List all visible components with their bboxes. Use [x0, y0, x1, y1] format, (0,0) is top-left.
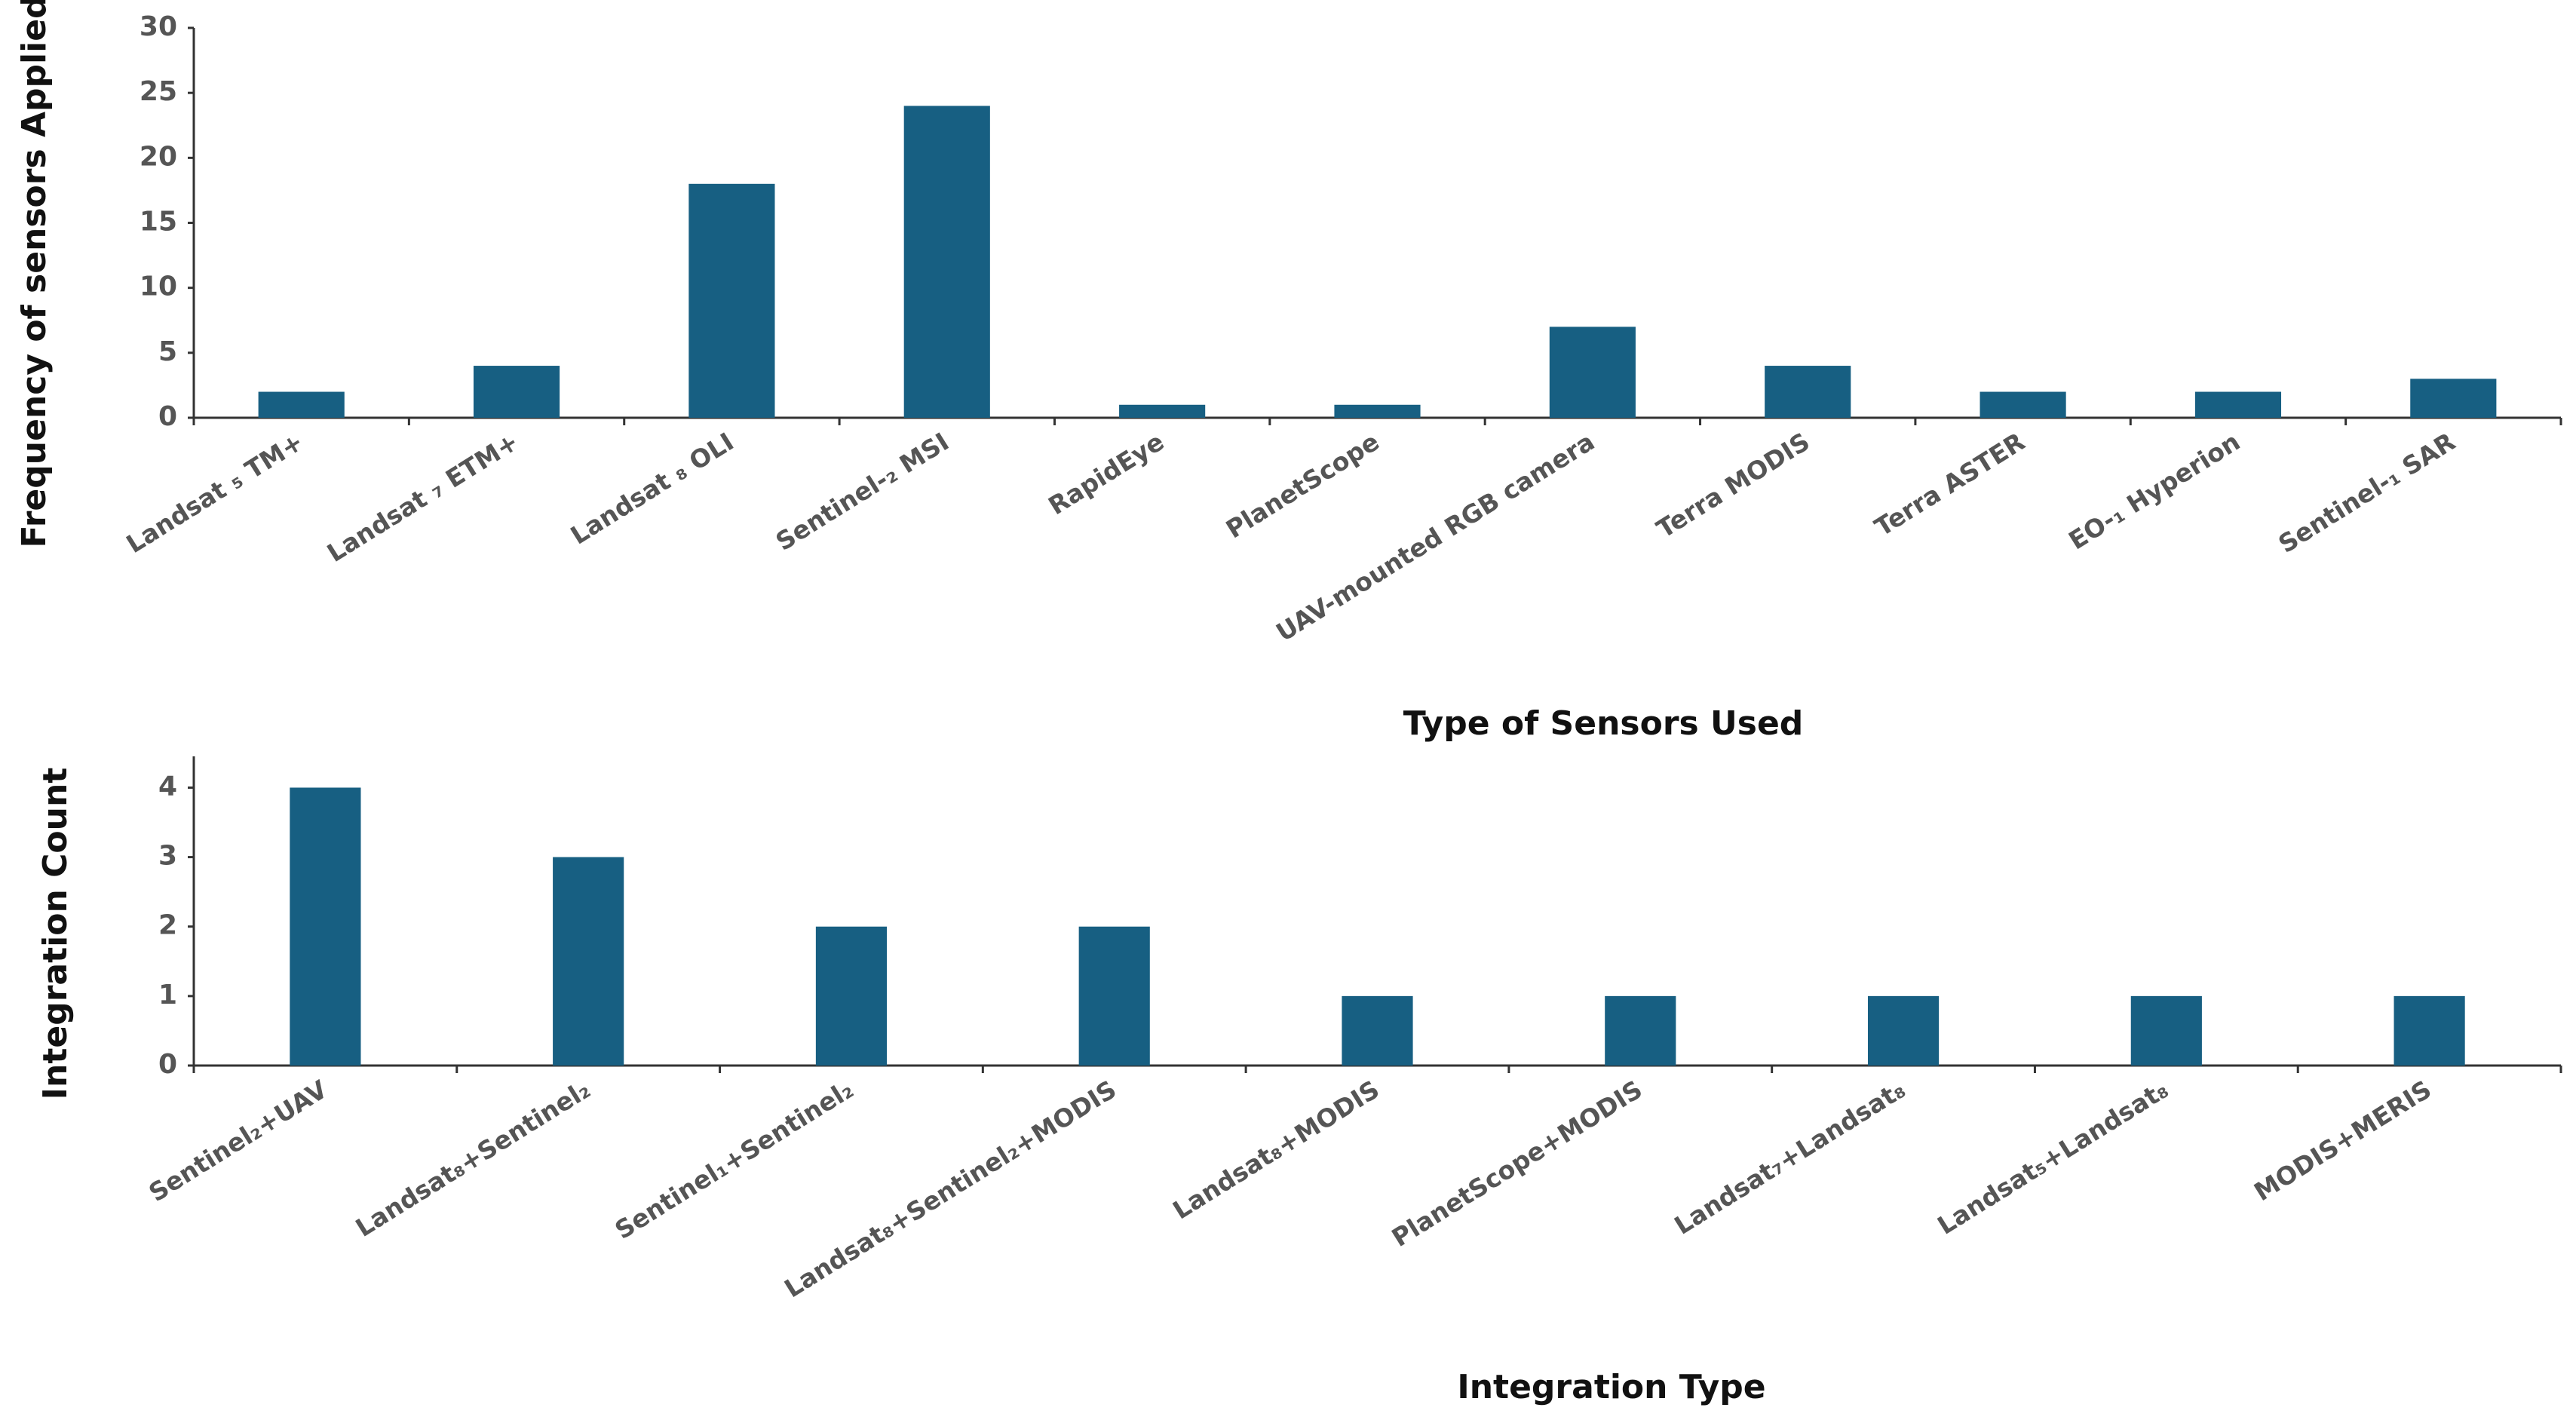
bar — [1342, 995, 1413, 1066]
y-tick-label: 25 — [140, 76, 177, 107]
x-tick-label: Landsat₅+Landsat₈ — [1932, 1075, 2173, 1240]
bar — [815, 926, 888, 1066]
y-tick-label: 1 — [158, 980, 177, 1010]
bar — [1765, 366, 1851, 418]
y-tick-label: 20 — [140, 141, 177, 172]
y-tick-label: 0 — [158, 1049, 177, 1080]
y-tick-label: 15 — [140, 207, 177, 238]
bar — [258, 391, 345, 418]
bar — [1078, 926, 1150, 1066]
x-tick-label: Landsat₇+Landsat₈ — [1670, 1075, 1911, 1240]
y-tick-label: 3 — [158, 841, 177, 872]
bar — [2394, 995, 2465, 1066]
bar — [1119, 404, 1206, 418]
x-tick-label: Landsat ₈ OLI — [566, 427, 739, 550]
y-tick-label: 4 — [158, 771, 177, 802]
x-tick-label: MODIS+MERIS — [2249, 1075, 2436, 1207]
x-tick-label: Landsat ₇ ETM+ — [322, 427, 524, 568]
y-axis-title: Frequency of sensors Applied — [15, 0, 54, 548]
bar — [473, 366, 560, 418]
x-tick-label: Sentinel-₁ SAR — [2273, 427, 2460, 559]
bar — [2410, 379, 2497, 418]
bar — [1605, 995, 1676, 1066]
bar — [688, 183, 775, 419]
bar — [290, 787, 361, 1066]
x-tick-label: Sentinel-₂ MSI — [771, 427, 954, 557]
y-tick-label: 30 — [140, 11, 177, 42]
y-tick-label: 5 — [158, 336, 177, 367]
x-tick-label: RapidEye — [1043, 427, 1169, 521]
x-axis-title: Type of Sensors Used — [1403, 704, 1804, 743]
bar — [1549, 327, 1636, 418]
x-tick-label: Terra ASTER — [1869, 427, 2030, 542]
bar — [1334, 404, 1421, 418]
x-tick-label: Sentinel₂+UAV — [143, 1075, 333, 1208]
x-tick-label: Terra MODIS — [1651, 427, 1815, 544]
x-tick-label: Landsat₈+Sentinel₂ — [351, 1075, 596, 1243]
bar — [2130, 995, 2202, 1066]
x-axis-title: Integration Type — [1457, 1368, 1765, 1406]
x-tick-label: EO-₁ Hyperion — [2063, 427, 2245, 556]
bar — [903, 106, 990, 418]
x-tick-label: Sentinel₁+Sentinel₂ — [610, 1075, 859, 1245]
y-tick-label: 10 — [140, 271, 177, 302]
x-tick-label: PlanetScope — [1221, 427, 1385, 544]
x-tick-label: Landsat₈+MODIS — [1167, 1075, 1384, 1225]
bar — [1980, 391, 2066, 418]
x-tick-label: Landsat ₅ TM+ — [121, 427, 308, 559]
y-tick-label: 2 — [158, 910, 177, 941]
y-axis-title: Integration Count — [36, 768, 75, 1100]
bar — [2194, 391, 2282, 418]
x-tick-label: PlanetScope+MODIS — [1387, 1075, 1648, 1253]
bar — [553, 857, 624, 1066]
y-tick-label: 0 — [158, 401, 177, 432]
bar — [1867, 995, 1940, 1066]
